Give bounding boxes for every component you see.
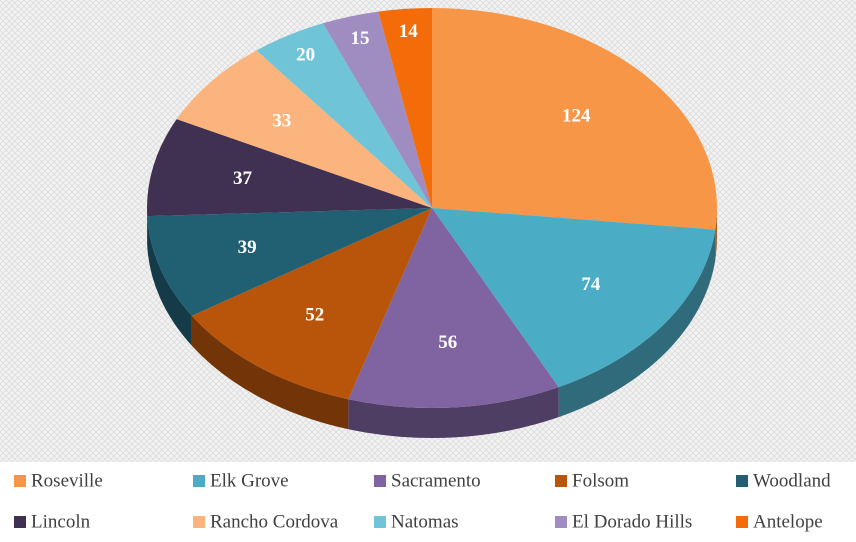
legend-label: Rancho Cordova	[210, 511, 339, 532]
legend-label: Elk Grove	[210, 470, 289, 491]
data-label: 52	[305, 305, 324, 326]
data-label: 33	[272, 110, 291, 131]
legend-label: El Dorado Hills	[572, 511, 692, 532]
data-label: 39	[238, 237, 257, 258]
legend-swatch	[736, 475, 748, 487]
legend-label: Antelope	[753, 511, 823, 532]
legend-label: Natomas	[391, 511, 459, 532]
legend-swatch	[736, 516, 748, 528]
data-label: 56	[438, 332, 457, 353]
data-label: 14	[399, 21, 419, 42]
legend-swatch	[193, 516, 205, 528]
legend-swatch	[14, 516, 26, 528]
legend-item: El Dorado Hills	[555, 511, 692, 532]
legend-label: Sacramento	[391, 470, 481, 491]
legend-swatch	[374, 475, 386, 487]
legend-swatch	[193, 475, 205, 487]
data-label: 74	[581, 274, 601, 295]
legend-item: Rancho Cordova	[193, 511, 339, 532]
legend-label: Roseville	[31, 470, 103, 491]
data-label: 37	[233, 168, 253, 189]
legend-swatch	[374, 516, 386, 528]
legend-label: Lincoln	[31, 511, 91, 532]
legend-swatch	[14, 475, 26, 487]
data-label: 124	[562, 106, 591, 127]
data-label: 15	[351, 28, 370, 49]
data-label: 20	[296, 44, 315, 65]
legend-label: Woodland	[753, 470, 831, 491]
legend-swatch	[555, 516, 567, 528]
legend-swatch	[555, 475, 567, 487]
legend-label: Folsom	[572, 470, 629, 491]
